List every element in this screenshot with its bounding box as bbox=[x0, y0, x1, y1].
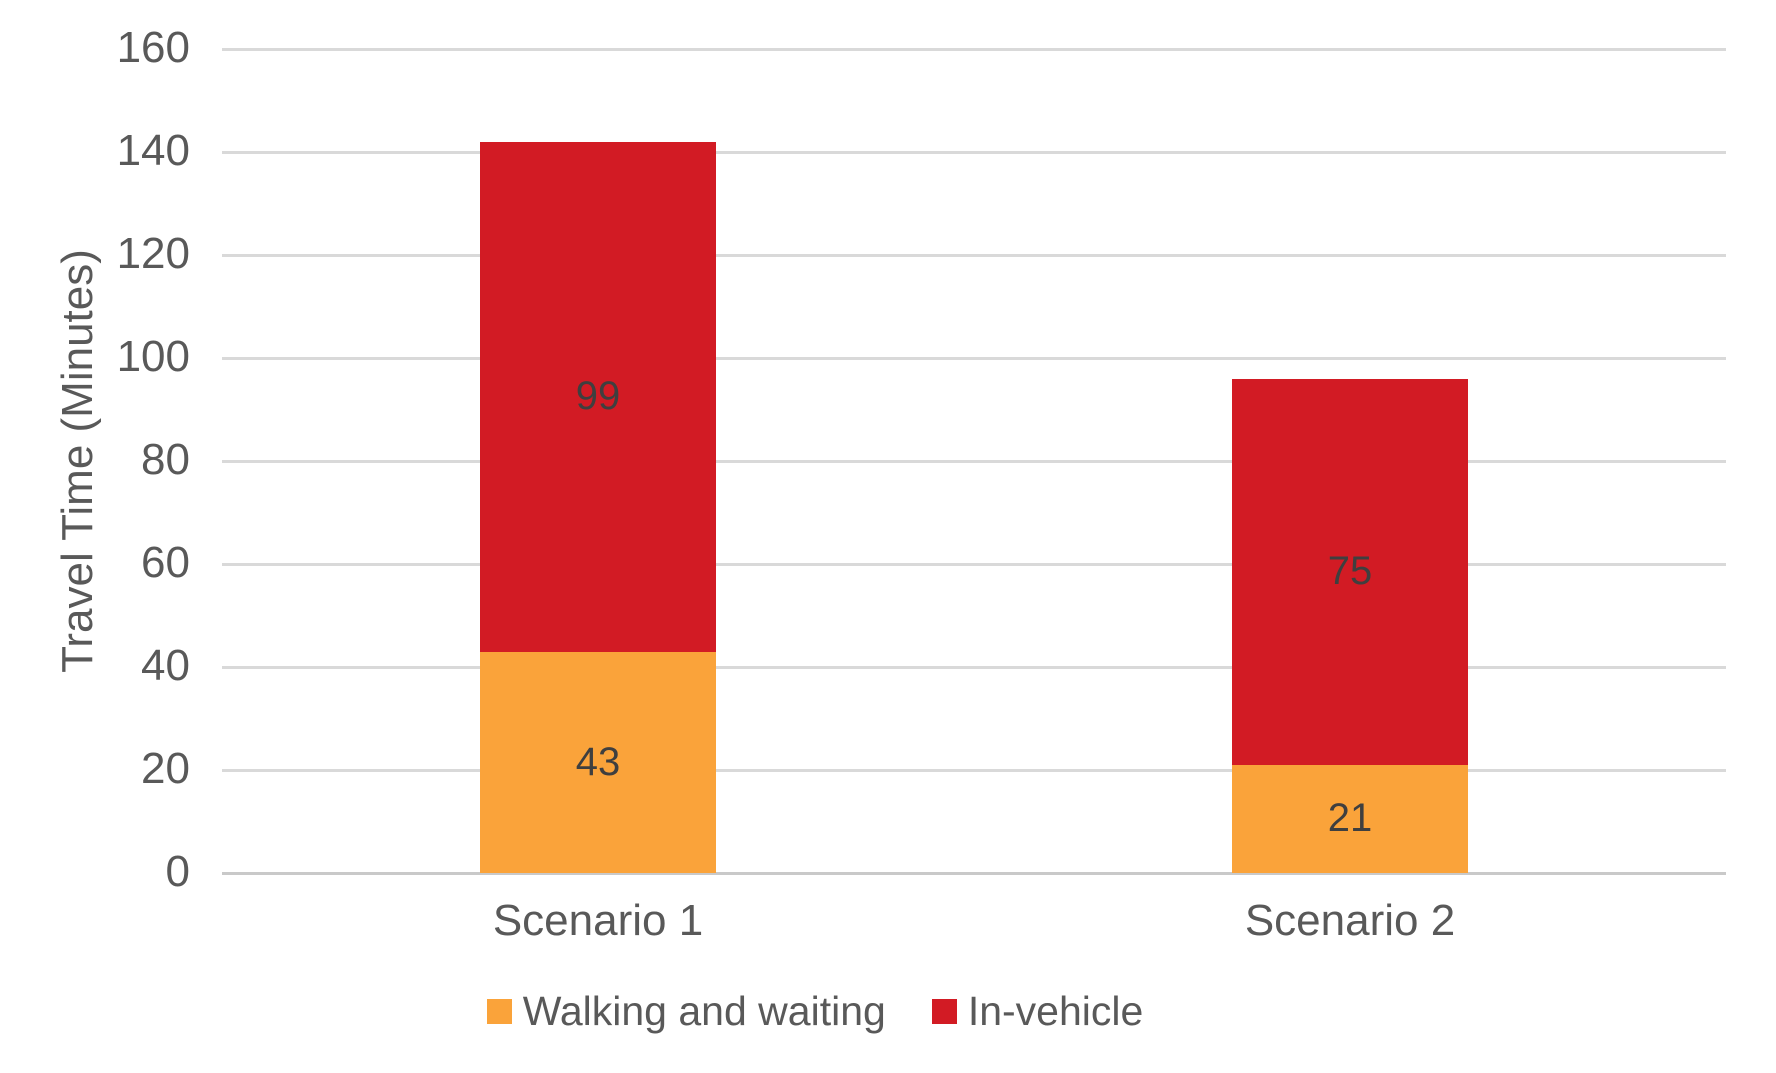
y-tick-label-120: 120 bbox=[116, 229, 190, 278]
gridline-y-40 bbox=[222, 665, 1726, 669]
bar-segment-scenario-1-in-vehicle: 99 bbox=[480, 141, 716, 652]
legend-item-in-vehicle: In-vehicle bbox=[931, 987, 1144, 1035]
legend-label-walking-and-waiting: Walking and waiting bbox=[522, 987, 886, 1034]
bar-segment-scenario-1-walking-and-waiting: 43 bbox=[480, 651, 716, 873]
legend-label-in-vehicle: In-vehicle bbox=[967, 987, 1144, 1034]
gridline-y-60 bbox=[222, 562, 1726, 566]
y-tick-label-100: 100 bbox=[116, 332, 190, 381]
gridline-y-160 bbox=[222, 47, 1726, 51]
legend-swatch-walking-and-waiting-icon bbox=[486, 998, 512, 1024]
data-label-scenario-2-walking-and-waiting: 21 bbox=[1327, 796, 1373, 841]
data-label-scenario-1-in-vehicle: 99 bbox=[575, 374, 621, 419]
y-tick-label-140: 140 bbox=[116, 126, 190, 175]
x-category-label-scenario-1: Scenario 1 bbox=[492, 896, 704, 945]
y-tick-label-60: 60 bbox=[141, 538, 190, 587]
bar-segment-scenario-2-walking-and-waiting: 21 bbox=[1232, 764, 1468, 873]
y-tick-label-160: 160 bbox=[116, 23, 190, 72]
y-tick-label-80: 80 bbox=[141, 435, 190, 484]
y-tick-label-40: 40 bbox=[141, 641, 190, 690]
gridline-y-120 bbox=[222, 253, 1726, 257]
y-tick-label-20: 20 bbox=[141, 744, 190, 793]
legend: Walking and waiting In-vehicle bbox=[0, 986, 1630, 1036]
gridline-y-100 bbox=[222, 356, 1726, 360]
gridline-y-140 bbox=[222, 150, 1726, 154]
bar-segment-scenario-2-in-vehicle: 75 bbox=[1232, 378, 1468, 765]
gridline-y-80 bbox=[222, 459, 1726, 463]
gridline-y-20 bbox=[222, 768, 1726, 772]
data-label-scenario-2-in-vehicle: 75 bbox=[1327, 549, 1373, 594]
data-label-scenario-1-walking-and-waiting: 43 bbox=[575, 739, 621, 784]
x-axis-baseline bbox=[222, 871, 1726, 875]
legend-item-walking-and-waiting: Walking and waiting bbox=[486, 987, 886, 1035]
x-category-label-scenario-2: Scenario 2 bbox=[1244, 896, 1456, 945]
y-tick-label-0: 0 bbox=[165, 847, 190, 896]
legend-swatch-in-vehicle-icon bbox=[931, 998, 957, 1024]
